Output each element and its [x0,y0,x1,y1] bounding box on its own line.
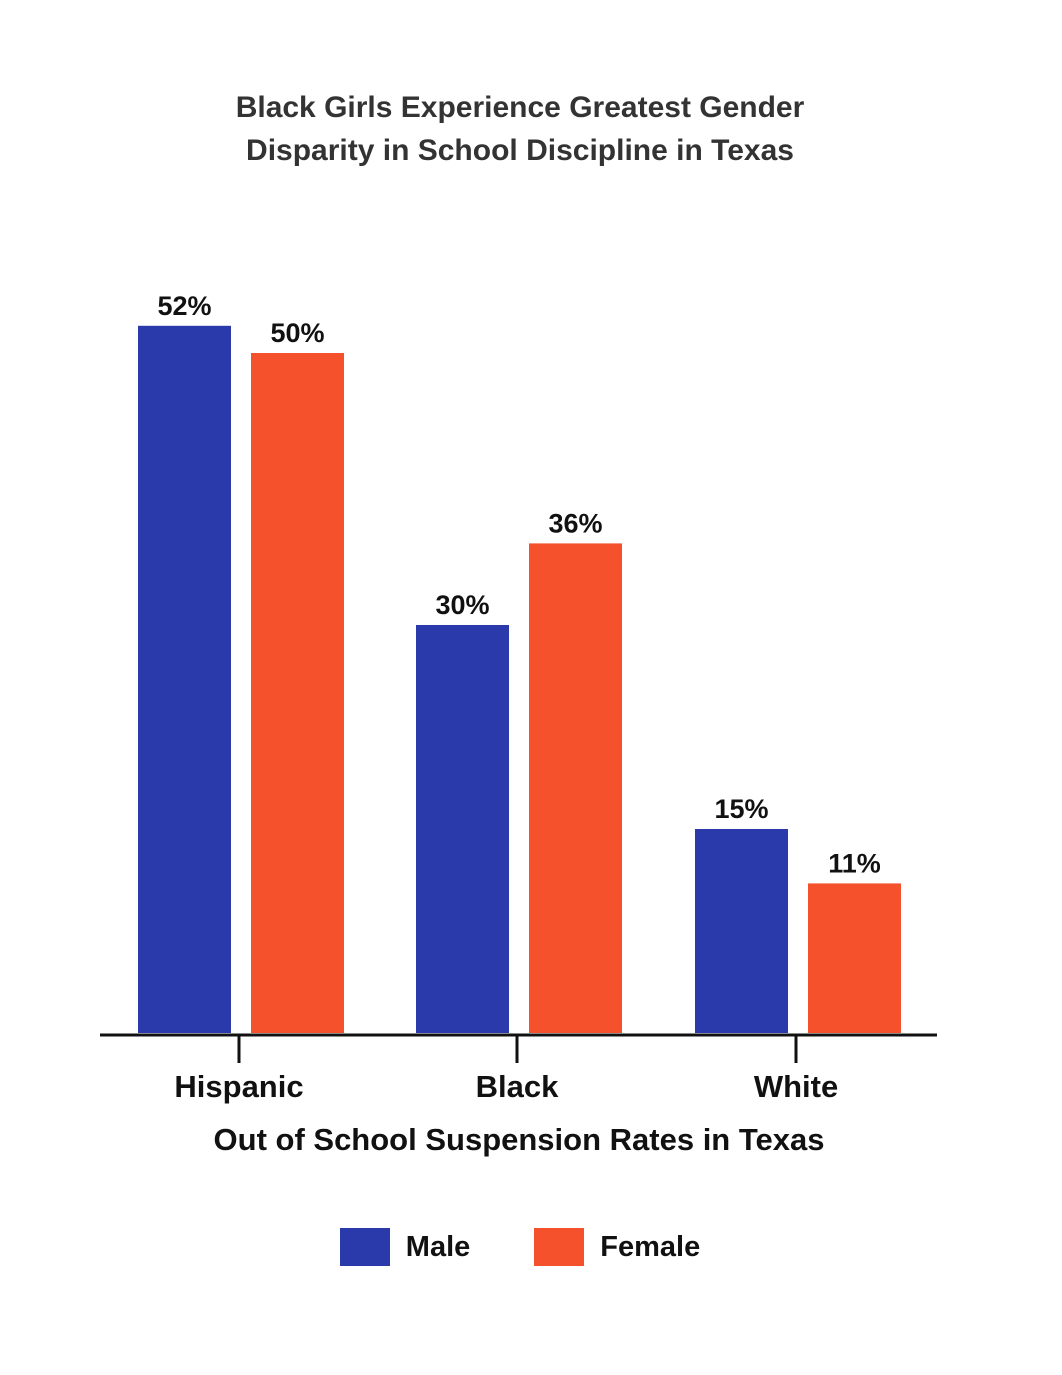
x-axis-tick-labels: Hispanic Black White [174,1069,838,1104]
x-tick-label-white: White [754,1069,838,1104]
x-axis-ticks [237,1036,798,1063]
legend-item-male: Male [339,1228,471,1266]
legend-label-male: Male [405,1230,471,1263]
value-label-male-black: 30% [435,590,489,620]
legend: Male Female [0,1228,1040,1266]
legend-swatch-female [534,1228,585,1266]
legend-swatch-male [339,1228,390,1266]
bar-female-hispanic [251,353,344,1033]
value-label-female-white: 11% [828,848,881,878]
chart-title-line-2: Disparity in School Discipline in Texas [246,134,794,167]
bar-female-white [808,883,901,1033]
value-label-female-black: 36% [548,508,602,538]
x-tick-label-black: Black [476,1069,559,1104]
x-tick-label-hispanic: Hispanic [174,1069,303,1104]
value-label-male-white: 15% [714,794,768,824]
bar-male-hispanic [138,325,231,1033]
bars-group [138,325,901,1033]
value-label-male-hispanic: 52% [157,291,211,321]
value-labels-group: 52% 30% 15% 50% 36% 11% [157,291,880,879]
x-axis-label: Out of School Suspension Rates in Texas [214,1122,825,1157]
bar-male-black [416,625,509,1033]
bar-male-white [695,829,788,1033]
value-label-female-hispanic: 50% [270,318,324,348]
chart-title: Black Girls Experience Greatest Gender D… [0,86,1040,172]
legend-item-female: Female [534,1228,700,1266]
legend-label-female: Female [600,1230,701,1263]
bar-chart: 52% 30% 15% 50% 36% 11% Hispanic Black White Ou… [100,291,937,1157]
chart-title-line-1: Black Girls Experience Greatest Gender [235,91,805,124]
bar-female-black [529,543,622,1033]
